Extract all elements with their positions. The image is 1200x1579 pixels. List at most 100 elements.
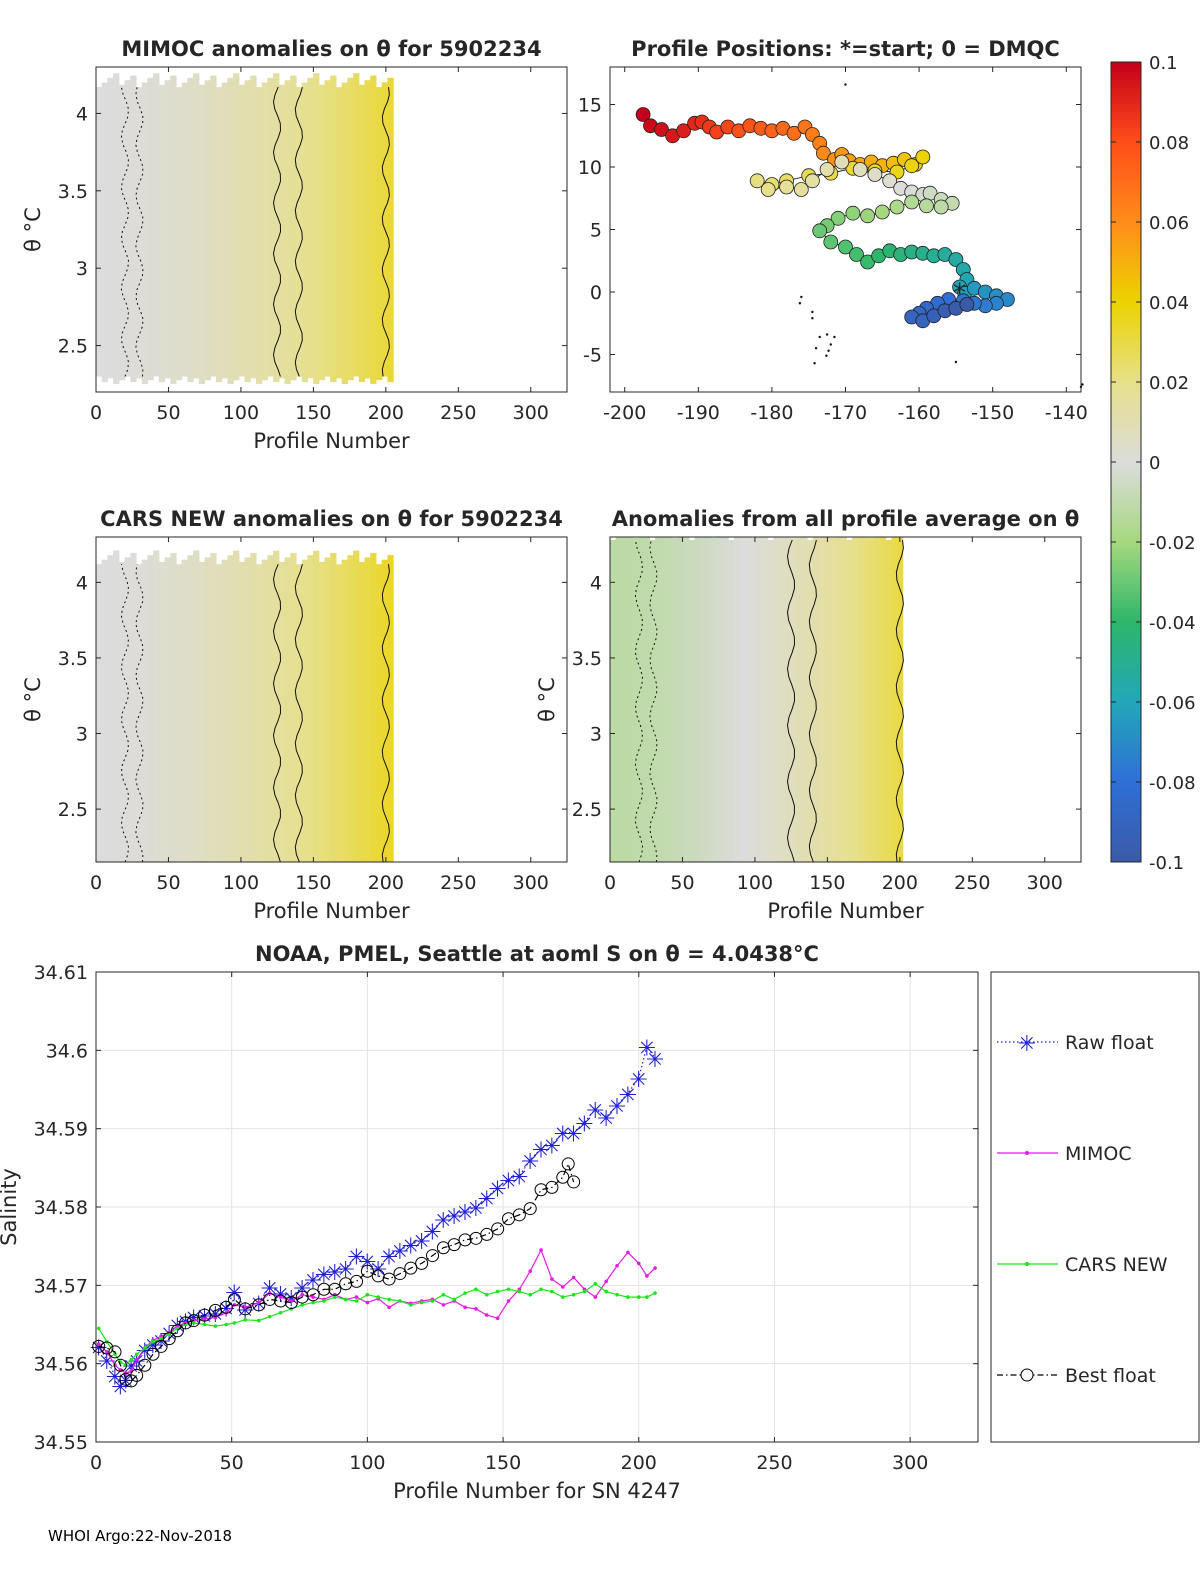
colorbar-tick-label: 0 <box>1149 453 1160 474</box>
data-point-circle <box>561 1157 575 1171</box>
anomaly-cell <box>124 557 131 862</box>
anomaly-cell <box>891 537 898 862</box>
anomaly-cell <box>238 561 246 862</box>
data-point-dot <box>96 1326 101 1331</box>
data-point-dot <box>653 1291 657 1295</box>
anomaly-cell <box>671 537 679 862</box>
anomaly-cell <box>210 552 217 862</box>
data-point-circle <box>100 1341 114 1355</box>
data-point-star: ✳ <box>456 1201 474 1226</box>
data-point-dot <box>354 1299 359 1303</box>
profile-position-marker <box>919 198 934 214</box>
anomaly-cell <box>677 537 684 862</box>
y-axis-label: Salinity <box>0 1168 21 1246</box>
data-point-circle <box>238 1302 252 1316</box>
anomaly-cell <box>278 561 286 862</box>
contour-line <box>272 86 282 377</box>
anomaly-cell <box>615 537 622 862</box>
data-point-circle <box>306 1288 320 1302</box>
data-point-star: ✳ <box>564 1123 582 1148</box>
data-point-dot <box>224 1322 229 1327</box>
x-tick-label: 150 <box>295 402 331 424</box>
data-point-dot <box>582 1289 587 1294</box>
data-point-dot <box>571 1292 576 1297</box>
data-point-dot <box>506 1299 511 1303</box>
profile-position-marker <box>904 194 920 210</box>
anomaly-cell <box>897 537 904 862</box>
anomaly-cell <box>863 537 870 862</box>
anomaly-cell <box>187 77 194 383</box>
data-point-dot <box>365 1300 370 1305</box>
data-point-dot <box>484 1292 489 1297</box>
anomaly-cell <box>198 561 206 862</box>
data-point-star: ✳ <box>369 1258 387 1283</box>
chart-title: CARS NEW anomalies on θ for 5902234 <box>100 507 563 531</box>
data-point-dot <box>232 1321 237 1325</box>
chart-title: Anomalies from all profile average on θ <box>612 507 1080 531</box>
anomaly-cell <box>147 77 154 381</box>
data-point-circle <box>113 1358 127 1372</box>
anomaly-cell <box>210 75 217 377</box>
profile-position-marker <box>834 154 850 170</box>
contour-line <box>294 86 303 377</box>
stray-point <box>818 335 821 339</box>
colorbar-tick-label: 0.1 <box>1149 53 1178 74</box>
colorbar-tick-label: -0.1 <box>1149 853 1184 874</box>
data-point-dot <box>636 1261 641 1266</box>
anomaly-cell <box>818 537 825 862</box>
colorbar-tick-label: -0.06 <box>1149 693 1196 714</box>
chart-title: NOAA, PMEL, Seattle at aoml S on θ = 4.0… <box>255 942 819 966</box>
data-point-dot <box>593 1295 598 1299</box>
profile-position-marker <box>904 158 920 174</box>
data-point-dot <box>387 1305 391 1310</box>
data-point-dot <box>463 1291 467 1295</box>
data-point-dot <box>267 1314 272 1319</box>
stray-point <box>811 317 814 320</box>
anomaly-cell <box>885 540 893 862</box>
colorbar-tick-label: -0.02 <box>1149 533 1196 554</box>
data-point-dot <box>311 1300 315 1305</box>
legend-frame <box>990 971 1200 1443</box>
data-point-star: ✳ <box>225 1282 243 1307</box>
y-tick-label: 34.59 <box>34 1119 88 1141</box>
profile-position-marker <box>867 167 883 182</box>
anomaly-cell <box>688 540 695 862</box>
data-point-circle <box>274 1294 288 1308</box>
profile-position-marker <box>749 173 765 189</box>
data-point-circle <box>534 1183 548 1197</box>
anomaly-cell <box>318 84 326 381</box>
anomaly-cell <box>164 557 171 862</box>
data-point-star: ✳ <box>543 1134 561 1159</box>
data-point-circle <box>393 1267 407 1281</box>
anomaly-cell <box>164 80 171 379</box>
data-point-dot <box>191 1321 196 1325</box>
data-point-circle <box>502 1212 516 1226</box>
anomaly-cell <box>170 552 177 862</box>
data-point-dot <box>300 1303 305 1307</box>
anomaly-cell <box>290 552 297 862</box>
y-tick-label: -5 <box>583 345 602 367</box>
y-tick-label: 34.6 <box>46 1040 88 1062</box>
data-point-dot <box>311 1295 315 1299</box>
panel-salinity: ✳✳✳✳✳✳✳✳✳✳✳✳✳✳✳✳ ✳✳✳✳✳✳✳✳✳✳✳✳✳✳✳✳✳✳✳✳✳✳✳✳… <box>0 942 1200 1503</box>
data-point-circle <box>317 1282 331 1296</box>
anomaly-cell <box>136 564 143 862</box>
data-point-star: ✳ <box>646 1048 664 1073</box>
data-point-circle <box>382 1272 396 1286</box>
anomaly-cell <box>301 82 308 383</box>
anomaly-cell <box>852 537 859 862</box>
profile-position-marker <box>915 149 931 165</box>
data-point-circle <box>295 1290 309 1304</box>
data-point-circle <box>154 1339 168 1353</box>
stray-point <box>811 310 814 314</box>
anomaly-cell <box>790 537 797 862</box>
data-point-dot <box>343 1297 348 1302</box>
profile-position-marker <box>812 223 828 239</box>
contour-line <box>381 564 390 863</box>
data-point-dot <box>452 1297 457 1302</box>
data-point-star: ✳ <box>434 1209 452 1234</box>
anomaly-cell <box>204 80 211 381</box>
panel-mimoc: 0 50 100 150 200 250 300 2.5 3 3.5 4 MIMOC anomalie… <box>21 37 568 453</box>
data-point-dot <box>354 1295 359 1299</box>
data-point-dot <box>528 1269 533 1274</box>
